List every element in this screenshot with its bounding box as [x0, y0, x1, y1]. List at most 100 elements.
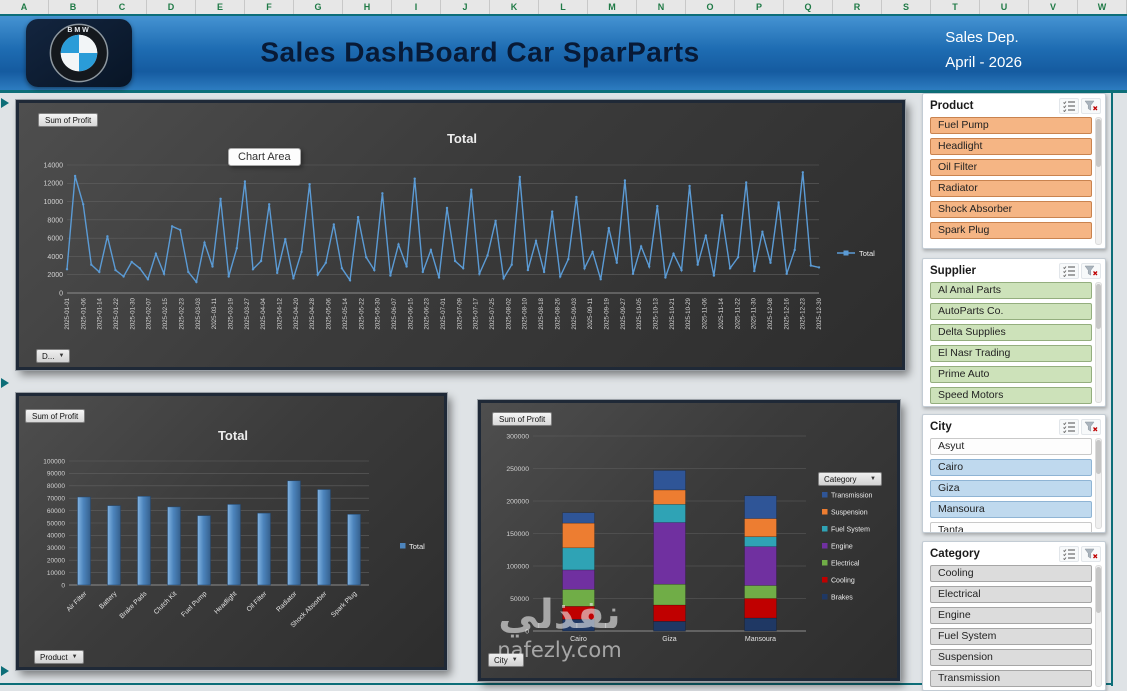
- slicer-item-delta-supplies[interactable]: Delta Supplies: [930, 324, 1092, 341]
- column-header-O[interactable]: O: [686, 0, 735, 14]
- slicer-item-cairo[interactable]: Cairo: [930, 459, 1092, 476]
- slicer-scrollbar[interactable]: [1095, 117, 1102, 245]
- slicer-item-spark-plug[interactable]: Spark Plug: [930, 222, 1092, 239]
- line-chart-title: Total: [447, 131, 477, 146]
- svg-text:2025-09-19: 2025-09-19: [603, 297, 610, 329]
- column-header-R[interactable]: R: [833, 0, 882, 14]
- slicer-scrollbar[interactable]: [1095, 438, 1102, 529]
- category-field-dropdown-label: Category: [824, 474, 857, 484]
- svg-text:2025-05-22: 2025-05-22: [358, 297, 365, 329]
- product-field-dropdown-label: Product: [40, 652, 68, 662]
- slicer-scrollbar[interactable]: [1095, 565, 1102, 687]
- svg-text:2025-04-28: 2025-04-28: [309, 297, 316, 329]
- svg-text:2025-08-18: 2025-08-18: [538, 297, 545, 329]
- column-header-C[interactable]: C: [98, 0, 147, 14]
- slicer-item-al-amal-parts[interactable]: Al Amal Parts: [930, 282, 1092, 299]
- slicer-item-fuel-pump[interactable]: Fuel Pump: [930, 117, 1092, 134]
- slicer-item-engine[interactable]: Engine: [930, 607, 1092, 624]
- multiselect-icon[interactable]: [1059, 546, 1079, 562]
- column-header-L[interactable]: L: [539, 0, 588, 14]
- slicer-item-headlight[interactable]: Headlight: [930, 138, 1092, 155]
- svg-text:2025-07-17: 2025-07-17: [473, 297, 480, 329]
- slicer-item-radiator[interactable]: Radiator: [930, 180, 1092, 197]
- svg-text:Total: Total: [409, 542, 425, 551]
- svg-text:6000: 6000: [47, 236, 63, 243]
- city-field-dropdown[interactable]: City ▼: [488, 653, 524, 667]
- column-header-Q[interactable]: Q: [784, 0, 833, 14]
- slicer-product: Product Fuel Pump Headlight Oil Filter Radia…: [922, 93, 1106, 249]
- date-field-dropdown[interactable]: D... ▼: [36, 349, 71, 363]
- sum-of-profit-button[interactable]: Sum of Profit: [492, 412, 553, 426]
- slicer-item-speed-motors[interactable]: Speed Motors: [930, 387, 1092, 404]
- multiselect-icon[interactable]: [1059, 263, 1079, 279]
- svg-text:2025-09-11: 2025-09-11: [587, 297, 594, 329]
- svg-text:2025-11-30: 2025-11-30: [751, 297, 758, 329]
- slicer-scrollbar[interactable]: [1095, 282, 1102, 403]
- clear-filter-icon[interactable]: [1081, 98, 1101, 114]
- slicer-item-giza[interactable]: Giza: [930, 480, 1092, 497]
- chevron-down-icon: ▼: [511, 657, 518, 663]
- svg-text:30000: 30000: [47, 545, 65, 552]
- scrollbar-thumb[interactable]: [1096, 440, 1101, 474]
- column-header-B[interactable]: B: [49, 0, 98, 14]
- slicer-item-asyut[interactable]: Asyut: [930, 438, 1092, 455]
- column-header-K[interactable]: K: [490, 0, 539, 14]
- sum-of-profit-button[interactable]: Sum of Profit: [38, 113, 99, 127]
- svg-text:0: 0: [61, 582, 65, 589]
- multiselect-icon[interactable]: [1059, 419, 1079, 435]
- product-field-dropdown[interactable]: Product ▼: [34, 650, 84, 664]
- clear-filter-icon[interactable]: [1081, 419, 1101, 435]
- svg-text:2025-08-26: 2025-08-26: [554, 297, 561, 329]
- slicer-item-prime-auto[interactable]: Prime Auto: [930, 366, 1092, 383]
- column-header-U[interactable]: U: [980, 0, 1029, 14]
- column-header-G[interactable]: G: [294, 0, 343, 14]
- sheet-border: [1111, 93, 1113, 686]
- scrollbar-thumb[interactable]: [1096, 567, 1101, 613]
- multiselect-icon[interactable]: [1059, 98, 1079, 114]
- stacked-x-axis-labels: Cairo Giza Mansoura: [570, 636, 776, 643]
- scrollbar-thumb[interactable]: [1096, 284, 1101, 330]
- svg-text:2025-06-07: 2025-06-07: [391, 297, 398, 329]
- slicer-item-tanta[interactable]: Tanta: [930, 522, 1092, 532]
- column-header-D[interactable]: D: [147, 0, 196, 14]
- column-header-M[interactable]: M: [588, 0, 637, 14]
- svg-text:2025-10-29: 2025-10-29: [685, 297, 692, 329]
- column-header-E[interactable]: E: [196, 0, 245, 14]
- stacked-bars: [562, 470, 777, 632]
- column-header-S[interactable]: S: [882, 0, 931, 14]
- column-header-N[interactable]: N: [637, 0, 686, 14]
- slicer-item-el-nasr-trading[interactable]: El Nasr Trading: [930, 345, 1092, 362]
- svg-text:2025-10-05: 2025-10-05: [636, 297, 643, 329]
- department-name: Sales Dep.: [945, 29, 1019, 46]
- slicer-item-mansoura[interactable]: Mansoura: [930, 501, 1092, 518]
- column-header-J[interactable]: J: [441, 0, 490, 14]
- line-legend: Total: [837, 249, 875, 258]
- slicer-item-fuel-system[interactable]: Fuel System: [930, 628, 1092, 645]
- slicer-item-electrical[interactable]: Electrical: [930, 586, 1092, 603]
- bar-chart-title: Total: [218, 428, 248, 443]
- column-header-A[interactable]: A: [0, 0, 49, 14]
- slicer-item-shock-absorber[interactable]: Shock Absorber: [930, 201, 1092, 218]
- column-header-I[interactable]: I: [392, 0, 441, 14]
- column-header-V[interactable]: V: [1029, 0, 1078, 14]
- clear-filter-icon[interactable]: [1081, 546, 1101, 562]
- column-header-H[interactable]: H: [343, 0, 392, 14]
- column-header-F[interactable]: F: [245, 0, 294, 14]
- category-field-dropdown[interactable]: Category ▼: [818, 472, 882, 486]
- slicer-item-transmission[interactable]: Transmission: [930, 670, 1092, 687]
- slicer-item-cooling[interactable]: Cooling: [930, 565, 1092, 582]
- slicer-item-oil-filter[interactable]: Oil Filter: [930, 159, 1092, 176]
- slicer-title: Product: [930, 100, 974, 112]
- svg-text:2025-07-09: 2025-07-09: [456, 297, 463, 329]
- clear-filter-icon[interactable]: [1081, 263, 1101, 279]
- column-header-P[interactable]: P: [735, 0, 784, 14]
- scrollbar-thumb[interactable]: [1096, 119, 1101, 167]
- svg-text:2025-12-23: 2025-12-23: [800, 297, 807, 329]
- svg-text:2025-02-07: 2025-02-07: [146, 297, 153, 329]
- column-header-W[interactable]: W: [1078, 0, 1127, 14]
- column-header-T[interactable]: T: [931, 0, 980, 14]
- sum-of-profit-button[interactable]: Sum of Profit: [25, 409, 86, 423]
- slicer-item-suspension[interactable]: Suspension: [930, 649, 1092, 666]
- svg-text:Giza: Giza: [662, 636, 677, 643]
- slicer-item-autoparts-co-[interactable]: AutoParts Co.: [930, 303, 1092, 320]
